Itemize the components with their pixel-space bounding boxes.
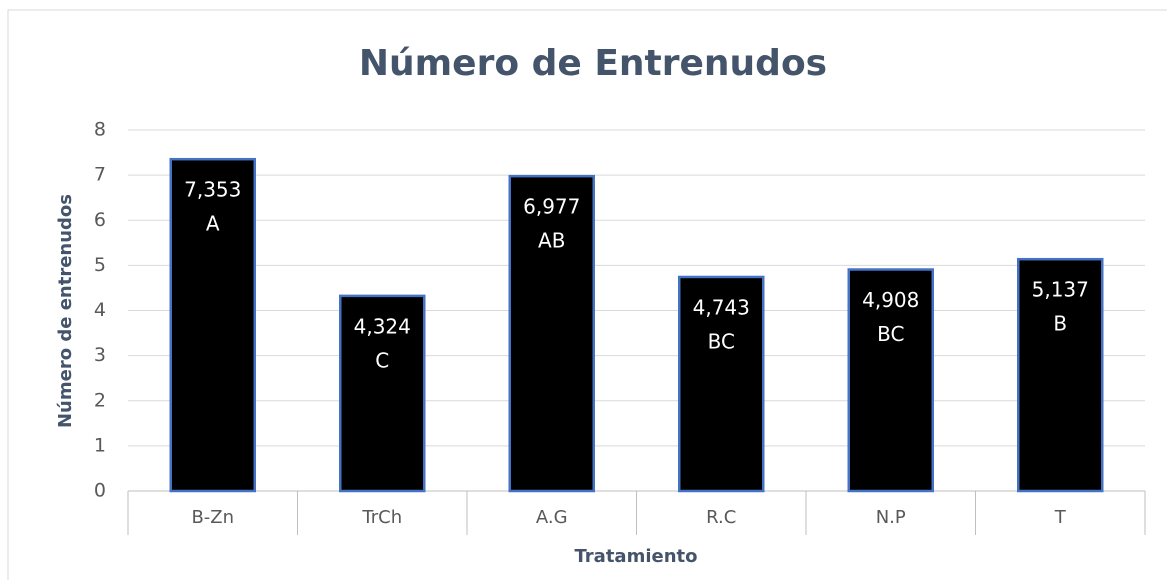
value-label: 7,353	[184, 178, 241, 202]
x-tick-label: TrCh	[361, 507, 402, 528]
value-label: 4,324	[354, 314, 411, 338]
y-tick-label: 5	[94, 254, 106, 276]
value-label: 5,137	[1032, 278, 1089, 302]
bar	[1017, 257, 1104, 493]
annotation: C	[375, 348, 389, 372]
annotation: A	[206, 212, 220, 236]
annotation: B	[1053, 312, 1067, 336]
annotation: BC	[708, 329, 735, 353]
bar	[508, 174, 595, 493]
chart-title: Número de Entrenudos	[359, 43, 827, 84]
bar	[847, 268, 934, 493]
bar	[339, 294, 426, 493]
x-tick-label: T	[1054, 507, 1067, 528]
bar	[678, 275, 765, 493]
y-tick-label: 6	[94, 209, 106, 231]
x-tick-label: R.C	[706, 507, 736, 528]
value-label: 4,908	[862, 288, 919, 312]
x-tick-label: B-Zn	[191, 507, 234, 528]
y-tick-label: 7	[94, 164, 106, 186]
y-tick-label: 4	[94, 299, 106, 321]
value-label: 4,743	[693, 295, 750, 319]
value-label: 6,977	[523, 195, 580, 219]
annotation: AB	[538, 229, 565, 253]
y-tick-label: 8	[94, 119, 106, 141]
bar	[169, 157, 256, 493]
y-axis-title: Número de entrenudos	[55, 194, 76, 428]
annotation: BC	[877, 322, 904, 346]
y-tick-label: 2	[94, 389, 106, 411]
x-tick-label: N.P	[876, 507, 906, 528]
x-axis-title: Tratamiento	[575, 546, 698, 567]
y-tick-label: 0	[94, 480, 106, 502]
y-tick-label: 3	[94, 344, 106, 366]
x-tick-label: A.G	[536, 507, 568, 528]
y-tick-label: 1	[94, 434, 106, 456]
